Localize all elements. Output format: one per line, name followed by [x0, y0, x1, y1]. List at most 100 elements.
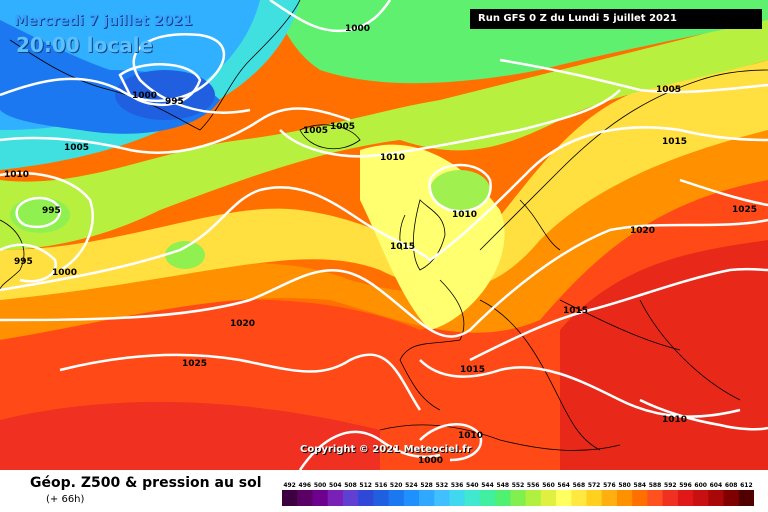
legend-label: 580 — [618, 482, 631, 489]
legend-label: 568 — [573, 482, 586, 489]
legend-swatch — [282, 490, 298, 506]
isobar-1025-west — [59, 353, 422, 411]
isobar-1000-north — [0, 33, 251, 114]
legend-swatch — [571, 490, 587, 506]
legend-swatch — [601, 490, 618, 506]
isobar-1010-south — [419, 423, 483, 462]
isobar-995-west — [15, 196, 62, 229]
legend-label: 584 — [634, 482, 647, 489]
forecast-date: Mercredi 7 juillet 2021 — [14, 13, 193, 29]
legend-label: 596 — [679, 482, 692, 489]
legend-label: 500 — [314, 482, 327, 489]
zone-deepred-south — [0, 401, 380, 470]
isobar-1010-se — [639, 398, 768, 431]
zone-deepred-east — [560, 240, 768, 470]
legend-label: 556 — [527, 482, 540, 489]
model-run-banner: Run GFS 0 Z du Lundi 5 juillet 2021 — [470, 9, 762, 29]
legend-label: 536 — [451, 482, 464, 489]
legend-swatch — [495, 490, 511, 506]
isobar-label: 995 — [14, 257, 33, 267]
isobar-1005-west — [0, 107, 351, 154]
legend-swatch — [419, 490, 435, 506]
forecast-local-time: 20:00 locale — [16, 33, 153, 57]
legend-swatch — [662, 490, 679, 506]
isobar-label: 1025 — [182, 359, 207, 369]
isobar-label: 1005 — [330, 122, 355, 132]
isobar-label: 995 — [42, 206, 61, 216]
legend-swatch — [449, 490, 466, 506]
legend-label: 524 — [405, 482, 418, 489]
legend-swatch — [738, 490, 754, 506]
legend-label: 588 — [649, 482, 662, 489]
isobar-label: 1015 — [390, 242, 415, 252]
isobar-labels: 1000 995 1000 1005 1005 1005 1010 1010 9… — [4, 24, 757, 466]
legend-swatch — [342, 490, 359, 506]
legend-label: 516 — [375, 482, 388, 489]
legend-swatch — [632, 490, 648, 506]
isobar-1015-east — [469, 267, 768, 362]
isobar-1005-south — [298, 430, 441, 470]
isobar-label: 1010 — [452, 210, 477, 220]
legend-label: 592 — [664, 482, 677, 489]
legend-swatch — [358, 490, 374, 506]
isobar-label: 1015 — [460, 365, 485, 375]
legend-swatch — [540, 490, 557, 506]
legend-label: 560 — [542, 482, 555, 489]
isobar-label: 1015 — [563, 306, 588, 316]
isobar-label: 1005 — [303, 126, 328, 136]
legend-label: 608 — [725, 482, 738, 489]
isobar-label: 1000 — [345, 24, 370, 34]
legend-swatch — [403, 490, 420, 506]
legend-label: 492 — [283, 482, 296, 489]
isobar-label: 1025 — [732, 205, 757, 215]
isobar-label: 1010 — [380, 153, 405, 163]
legend-label: 508 — [344, 482, 357, 489]
legend-label: 552 — [512, 482, 525, 489]
legend-swatch — [464, 490, 481, 506]
isobar-label: 1000 — [52, 268, 77, 278]
isobar-label: 1020 — [630, 226, 655, 236]
legend-label: 576 — [603, 482, 616, 489]
isobar-1015-mid — [0, 126, 768, 292]
isobar-1000-sw — [0, 243, 57, 283]
chart-title: Géop. Z500 & pression au sol — [30, 475, 262, 491]
legend-swatch — [510, 490, 527, 506]
legend-swatch — [708, 490, 724, 506]
color-scale-legend: 492 496 500 504 508 512 516 520 524 528 532 536 540 5… — [282, 482, 754, 506]
legend-label: 612 — [740, 482, 753, 489]
copyright-notice: Copyright © 2021 Meteociel.fr — [300, 444, 472, 455]
legend-swatch — [617, 490, 633, 506]
isobar-1005-ne — [499, 58, 768, 94]
legend-swatch — [586, 490, 603, 506]
forecast-lead-time: (+ 66h) — [46, 494, 85, 505]
zone-yellow — [0, 60, 768, 300]
legend-label: 540 — [466, 482, 479, 489]
isobar-1025-east — [679, 178, 768, 207]
legend-swatch — [297, 490, 313, 506]
isobar-label: 1000 — [418, 456, 443, 466]
legend-label: 532 — [436, 482, 449, 489]
isobars — [0, 0, 768, 470]
isobar-1000-top — [269, 0, 392, 33]
isobar-label: 1005 — [656, 85, 681, 95]
legend-swatch — [525, 490, 542, 506]
coastlines — [0, 0, 768, 451]
isobar-label: 1005 — [64, 143, 89, 153]
legend-swatch — [388, 490, 405, 506]
isobar-label: 1010 — [4, 170, 29, 180]
isobar-1020 — [0, 218, 768, 338]
legend-label: 604 — [710, 482, 723, 489]
isobar-label: 1015 — [662, 137, 687, 147]
legend-swatch — [556, 490, 572, 506]
isobar-label: 1010 — [662, 415, 687, 425]
legend-label: 512 — [359, 482, 372, 489]
legend-swatch — [693, 490, 709, 506]
zone-orange — [0, 120, 768, 340]
legend-label: 548 — [497, 482, 510, 489]
legend-label: 572 — [588, 482, 601, 489]
zone-green-low — [430, 170, 490, 210]
legend-swatch — [312, 490, 329, 506]
legend-swatch — [373, 490, 390, 506]
geopotential-map: 1000 995 1000 1005 1005 1005 1010 1010 9… — [0, 0, 768, 470]
